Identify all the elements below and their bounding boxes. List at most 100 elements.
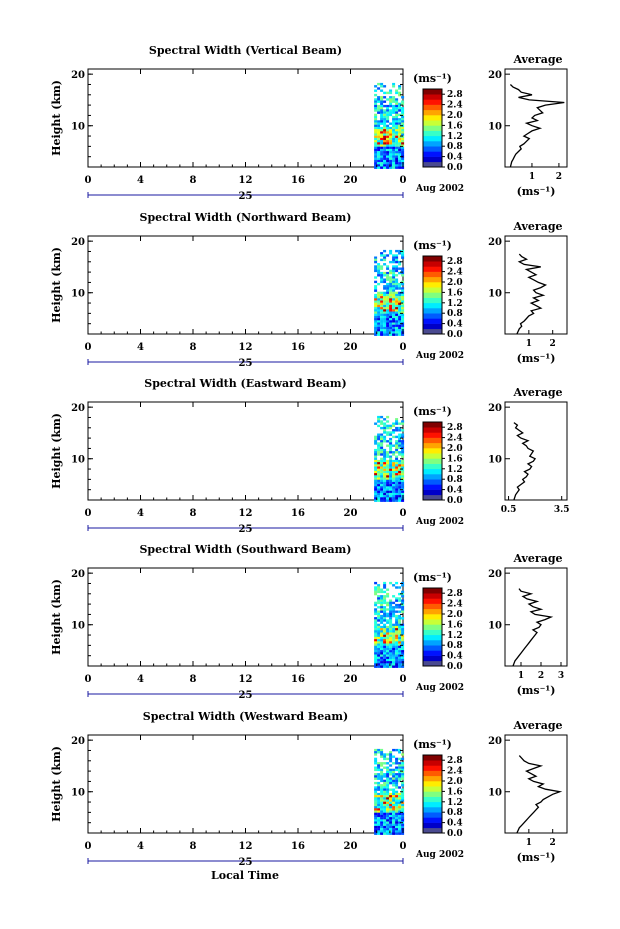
heatmap-cell	[398, 260, 402, 264]
heatmap-cell	[401, 808, 405, 811]
heatmap-cell	[383, 665, 387, 668]
heatmap-cell	[380, 786, 384, 789]
heatmap-cell	[401, 120, 405, 123]
heatmap-cell	[398, 444, 402, 447]
y-tick-label: 20	[71, 70, 85, 81]
avg-unit: (ms⁻¹)	[517, 185, 556, 198]
heatmap-cell	[395, 795, 399, 798]
heatmap-cell	[401, 466, 405, 469]
heatmap-cell	[374, 470, 378, 474]
colorbar-band	[423, 634, 442, 641]
heatmap-cell	[383, 300, 387, 303]
heatmap-cell	[380, 155, 384, 158]
heatmap-cell	[380, 764, 384, 767]
heatmap-cell	[395, 617, 399, 620]
heatmap-cell	[389, 89, 393, 92]
heatmap-cell	[398, 293, 402, 297]
heatmap-cell	[386, 819, 390, 822]
heatmap-cell	[398, 486, 402, 489]
heatmap-cell	[380, 795, 384, 798]
heatmap-cell	[380, 801, 384, 805]
heatmap-cell	[383, 137, 387, 141]
heatmap-cell	[380, 459, 384, 463]
heatmap-cell	[398, 628, 402, 631]
heatmap-cell	[392, 497, 396, 500]
colorbar-label: 0.0	[447, 496, 463, 506]
heatmap-cell	[395, 488, 399, 491]
panel-4: Spectral Width (Southward Beam)2010Heigh…	[50, 543, 568, 701]
heatmap-cell	[374, 260, 378, 264]
heatmap-cell	[395, 274, 399, 277]
heatmap-cell	[383, 775, 387, 778]
heatmap-cell	[392, 812, 396, 816]
heatmap-cell	[383, 459, 387, 463]
heatmap-cell	[401, 757, 405, 761]
heatmap-cell	[389, 581, 393, 585]
heatmap-cell	[374, 146, 378, 150]
heatmap-cell	[392, 810, 396, 813]
heatmap-cell	[386, 115, 390, 119]
x-tick-label: 20	[344, 508, 358, 519]
heatmap-cell	[383, 322, 387, 325]
heatmap-cell	[383, 422, 387, 425]
heatmap-cell	[374, 311, 378, 314]
heatmap-cell	[383, 823, 387, 827]
colorbar-band	[423, 801, 442, 808]
heatmap-cell	[383, 497, 387, 500]
heatmap-cell	[401, 499, 405, 502]
heatmap-cell	[398, 429, 402, 432]
heatmap-cell	[389, 151, 393, 154]
heatmap-cell	[383, 464, 387, 467]
heatmap-cell	[389, 799, 393, 802]
heatmap-cell	[380, 151, 384, 154]
panel-title: Spectral Width (Southward Beam)	[139, 543, 351, 556]
heatmap-cell	[392, 285, 396, 288]
heatmap-cell	[377, 140, 381, 143]
colorbar-band	[423, 448, 442, 454]
heatmap-cell	[395, 768, 399, 772]
heatmap-cell	[395, 773, 399, 776]
heatmap-cell	[383, 825, 387, 829]
heatmap-cell	[398, 830, 402, 833]
heatmap-cell	[380, 479, 384, 483]
heatmap-cell	[380, 426, 384, 430]
heatmap-cell	[386, 634, 390, 638]
heatmap-cell	[386, 777, 390, 780]
heatmap-cell	[377, 318, 381, 321]
heatmap-cell	[395, 466, 399, 469]
heatmap-cell	[398, 322, 402, 325]
heatmap-cell	[395, 490, 399, 494]
heatmap-cell	[392, 256, 396, 259]
heatmap-cell	[398, 466, 402, 469]
avg-title: Average	[512, 220, 562, 233]
heatmap-cell	[377, 329, 381, 332]
heatmap-cell	[377, 282, 381, 286]
heatmap-cell	[374, 464, 378, 467]
heatmap-cell	[386, 433, 390, 436]
heatmap-cell	[380, 608, 384, 611]
heatmap-cell	[386, 300, 390, 303]
heatmap-cell	[401, 490, 405, 494]
heatmap-cell	[380, 597, 384, 600]
heatmap-cell	[398, 468, 402, 472]
heatmap-cell	[377, 107, 381, 110]
plot-frame	[87, 235, 404, 335]
heatmap-cell	[383, 654, 387, 657]
heatmap-cell	[386, 812, 390, 816]
heatmap-cell	[374, 285, 378, 288]
avg-x-tick-label: 3	[558, 671, 564, 681]
heatmap-cell	[383, 131, 387, 134]
heatmap-cell	[386, 792, 390, 796]
colorbar-frame	[422, 88, 443, 168]
heatmap-cell	[383, 448, 387, 452]
heatmap-cell	[389, 446, 393, 450]
heatmap-cell	[389, 630, 393, 633]
colorbar-label: 1.2	[447, 299, 463, 309]
colorbar-band	[423, 94, 442, 100]
heatmap-cell	[374, 140, 378, 143]
x-axis-label: Local Time	[211, 869, 279, 882]
heatmap-cell	[392, 647, 396, 651]
heatmap-cell	[398, 326, 402, 330]
heatmap-cell	[386, 285, 390, 288]
heatmap-cell	[383, 287, 387, 290]
